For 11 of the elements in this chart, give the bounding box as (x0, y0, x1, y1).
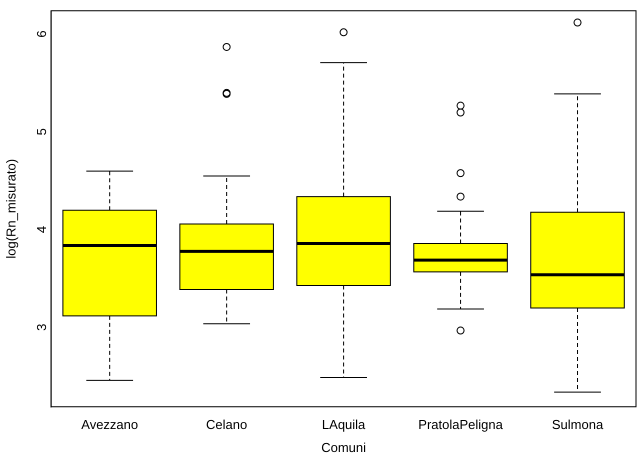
y-tick-label: 6 (34, 30, 49, 38)
y-tick-label: 5 (34, 128, 49, 136)
x-tick-label: Avezzano (81, 417, 138, 432)
x-tick-label: LAquila (322, 417, 366, 432)
x-axis-title: Comuni (321, 440, 366, 455)
y-tick-label: 3 (34, 324, 49, 331)
x-tick-label: PratolaPeligna (418, 417, 504, 432)
y-axis-title: log(Rn_misurato) (3, 158, 18, 259)
x-tick-label: Sulmona (552, 417, 604, 432)
y-tick-label: 4 (34, 226, 49, 234)
x-tick-label: Celano (206, 417, 248, 432)
